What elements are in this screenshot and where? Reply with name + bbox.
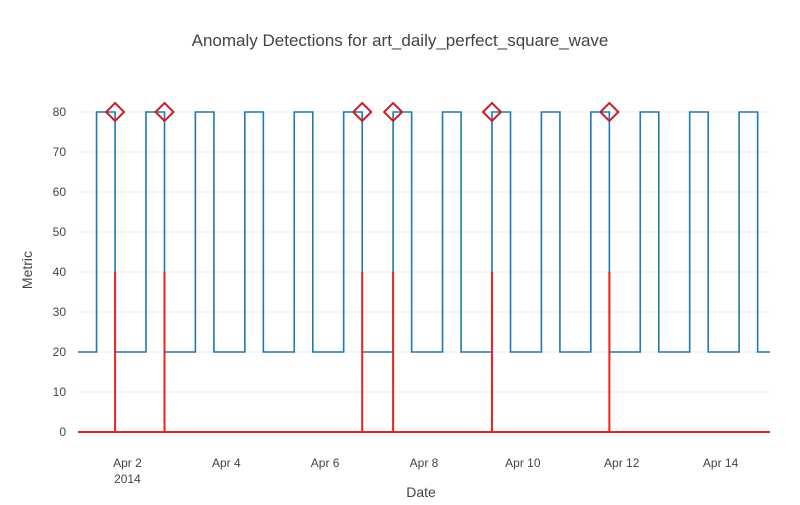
x-tick-label: Apr 4 bbox=[212, 456, 241, 470]
anomaly-marker bbox=[598, 101, 620, 123]
y-tick-label: 60 bbox=[53, 185, 67, 199]
y-tick-label: 40 bbox=[53, 265, 67, 279]
x-tick-label: Apr 14 bbox=[703, 456, 739, 470]
x-tick-label: Apr 10 bbox=[505, 456, 541, 470]
x-tick-label: Apr 12 bbox=[604, 456, 640, 470]
anomaly-marker bbox=[382, 101, 404, 123]
x-tick-label: Apr 2 bbox=[113, 456, 142, 470]
y-tick-label: 50 bbox=[53, 225, 67, 239]
anomaly-marker bbox=[154, 101, 175, 123]
metric-series-line bbox=[78, 111, 770, 353]
anomaly-marker bbox=[481, 101, 503, 123]
y-tick-label: 80 bbox=[53, 105, 67, 119]
x-axis-title: Date bbox=[406, 484, 436, 500]
x-tick-sublabel: 2014 bbox=[114, 472, 141, 486]
y-tick-label: 10 bbox=[53, 385, 67, 399]
anomaly-marker bbox=[104, 101, 126, 123]
chart-title: Anomaly Detections for art_daily_perfect… bbox=[192, 31, 609, 50]
y-tick-label: 20 bbox=[53, 345, 67, 359]
anomaly-marker bbox=[351, 101, 373, 123]
series-layer bbox=[78, 101, 770, 433]
axes: 0 10 20 30 40 50 60 70 80 Apr 2 2014 Apr 4 Apr 6 Apr … bbox=[53, 105, 739, 486]
x-tick-label: Apr 6 bbox=[311, 456, 340, 470]
y-tick-label: 30 bbox=[53, 305, 67, 319]
y-tick-label: 0 bbox=[59, 425, 66, 439]
anomaly-score-line bbox=[78, 272, 770, 433]
x-tick-label: Apr 8 bbox=[410, 456, 439, 470]
y-tick-label: 70 bbox=[53, 145, 67, 159]
y-axis-title: Metric bbox=[19, 251, 35, 289]
